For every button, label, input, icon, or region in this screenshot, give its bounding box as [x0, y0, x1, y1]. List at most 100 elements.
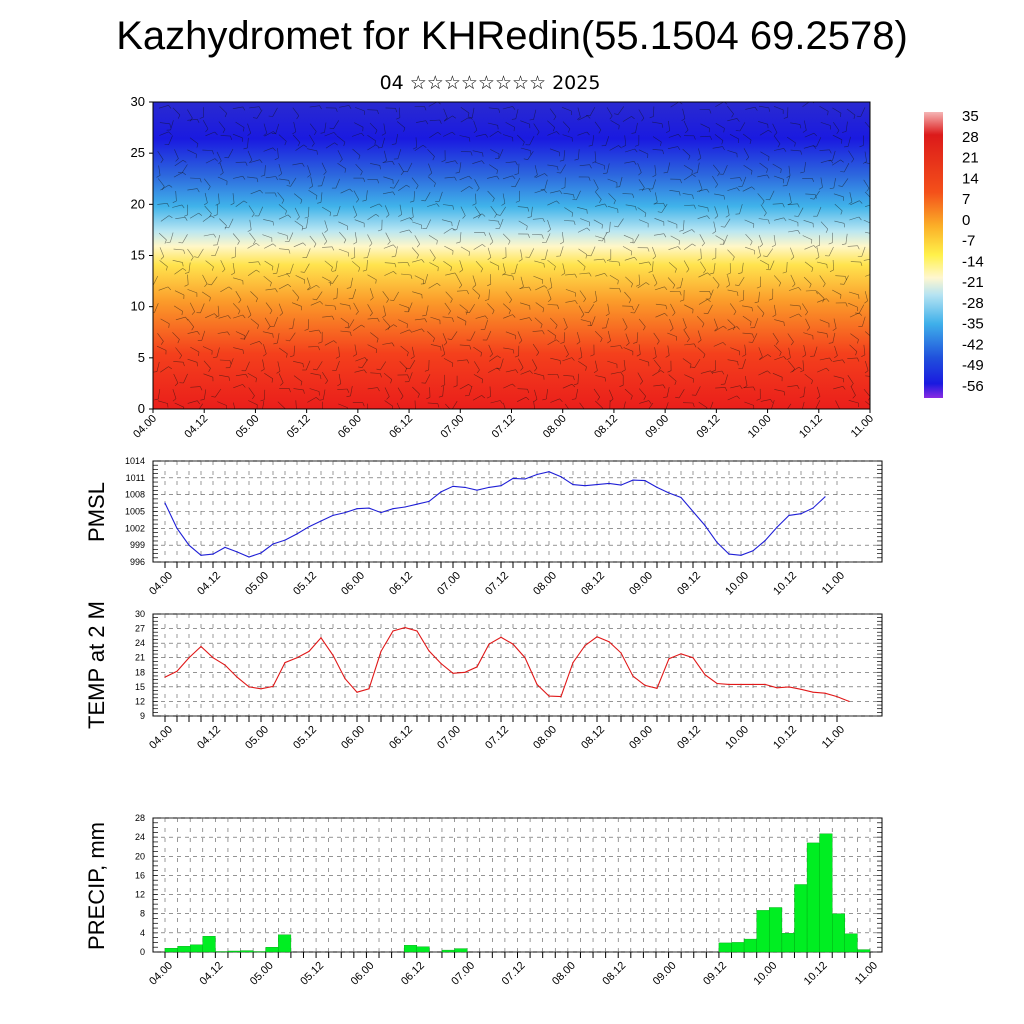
wind-barb-feather	[318, 341, 323, 344]
wind-barb	[805, 290, 816, 292]
wind-barb-feather	[593, 300, 598, 304]
wind-barb-feather	[783, 391, 786, 396]
series-line	[164, 471, 826, 558]
wind-barb	[700, 248, 702, 259]
ytick-label: 20	[135, 851, 145, 861]
wind-barb-feather	[851, 158, 855, 163]
wind-barb-feather	[536, 352, 540, 356]
wind-barb-feather	[335, 107, 338, 112]
wind-barb	[817, 367, 827, 373]
wind-barb-feather	[657, 211, 662, 213]
xtick-label: 08.00	[531, 724, 559, 752]
wind-barb	[190, 177, 201, 179]
ytick-label: 12	[135, 696, 145, 706]
wind-barb-feather	[689, 364, 692, 369]
wind-barb-feather	[462, 215, 466, 219]
wind-barb-feather	[619, 411, 623, 412]
wind-barb	[475, 260, 483, 269]
wind-barb	[520, 302, 530, 306]
wind-barb	[367, 247, 371, 258]
wind-barb-feather	[386, 299, 389, 303]
wind-barb	[460, 107, 470, 114]
wind-barb-feather	[380, 373, 382, 378]
wind-barb-feather	[409, 217, 413, 221]
heatmap-xtick-label: 09.12	[695, 413, 723, 441]
wind-barb-feather	[697, 258, 702, 261]
wind-barb	[610, 345, 621, 348]
wind-barb	[741, 305, 752, 308]
wind-barb	[788, 347, 791, 358]
wind-barb	[235, 121, 245, 128]
wind-barb	[533, 123, 540, 133]
colorbar-label: 14	[962, 170, 979, 187]
wind-barb	[350, 277, 353, 288]
wind-barb-feather	[875, 234, 876, 238]
temp-ylabel: TEMP at 2 M	[84, 601, 109, 729]
wind-barb-feather	[514, 355, 519, 358]
wind-barb	[848, 302, 858, 308]
wind-barb	[473, 374, 483, 380]
wind-barb-feather	[818, 187, 823, 190]
wind-barb-feather	[466, 359, 470, 364]
wind-barb	[505, 291, 512, 300]
wind-barb-feather	[481, 379, 483, 384]
wind-barb	[515, 109, 519, 119]
wind-barb-feather	[688, 155, 691, 160]
wind-barb-feather	[168, 131, 172, 135]
wind-barb-feather	[374, 140, 376, 145]
wind-barb	[860, 107, 866, 117]
heatmap-xtick-label: 08.00	[541, 413, 569, 441]
wind-barb-feather	[618, 125, 620, 130]
wind-barb	[216, 235, 221, 245]
wind-barb	[638, 388, 646, 397]
wind-barb-feather	[797, 203, 800, 208]
xtick-label: 07.00	[435, 724, 463, 752]
wind-barb-feather	[501, 203, 506, 206]
wind-barb	[307, 165, 311, 175]
wind-barb	[427, 331, 435, 339]
series-point	[344, 678, 346, 680]
wind-barb-feather	[560, 342, 565, 344]
wind-barb-feather	[453, 385, 458, 388]
wind-barb	[790, 366, 800, 373]
wind-barb	[534, 189, 545, 194]
wind-barb	[263, 275, 272, 283]
wind-barb	[715, 235, 725, 241]
wind-barb-feather	[840, 171, 845, 173]
wind-barb	[189, 212, 199, 219]
series-point	[284, 662, 286, 664]
wind-barb	[187, 109, 193, 119]
wind-barb	[774, 356, 784, 361]
xtick-label: 11.00	[820, 570, 847, 597]
series-point	[512, 643, 514, 645]
wind-barb-feather	[778, 282, 782, 287]
wind-barb	[321, 206, 331, 213]
wind-barb	[772, 332, 779, 342]
wind-barb	[606, 107, 613, 117]
wind-barb	[652, 274, 658, 284]
wind-barb-feather	[153, 371, 158, 373]
wind-barb-feather	[424, 106, 427, 111]
heatmap-xtick-label: 07.00	[438, 413, 466, 441]
series-point	[392, 630, 394, 632]
wind-barb-feather	[703, 312, 708, 314]
wind-barb	[714, 193, 724, 196]
wind-barb	[294, 220, 304, 227]
wind-barb	[247, 372, 257, 379]
wind-barb	[563, 150, 566, 161]
wind-barb-feather	[826, 264, 828, 269]
series-point	[188, 657, 190, 659]
wind-barb	[832, 359, 843, 362]
wind-barb-feather	[259, 189, 263, 194]
wind-barb-feather	[515, 161, 518, 166]
wind-barb	[758, 291, 760, 302]
wind-barb	[321, 176, 325, 186]
wind-barb-feather	[605, 231, 610, 234]
heatmap-xtick-label: 11.00	[849, 413, 876, 440]
wind-barb-feather	[330, 281, 332, 286]
wind-barb-feather	[630, 283, 633, 288]
wind-barb	[617, 106, 625, 115]
wind-barb-feather	[732, 256, 735, 261]
precip-bar	[731, 942, 745, 953]
wind-barb	[834, 220, 845, 224]
